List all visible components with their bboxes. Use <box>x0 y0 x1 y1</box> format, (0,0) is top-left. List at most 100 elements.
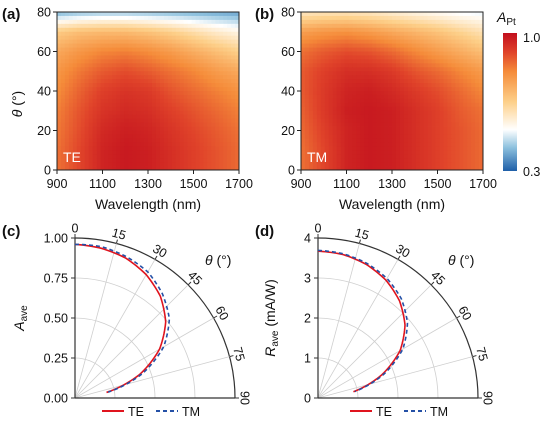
heatmap-cell <box>183 43 188 48</box>
heatmap-cell <box>92 51 97 56</box>
heatmap-cell <box>203 134 208 139</box>
heatmap-cell <box>140 138 145 143</box>
heatmap-cell <box>195 106 200 112</box>
heatmap-cell <box>415 47 421 52</box>
heatmap-cell <box>64 126 70 131</box>
heatmap-cell <box>431 134 436 139</box>
heatmap-cell <box>388 75 393 80</box>
heatmap-cell <box>64 110 70 116</box>
heatmap-cell <box>100 12 105 17</box>
heatmap-cell <box>388 122 393 127</box>
heatmap-cell <box>191 114 196 120</box>
heatmap-cell <box>395 162 401 167</box>
heatmap-cell <box>320 47 326 52</box>
heatmap-cell <box>231 19 236 25</box>
heatmap-cell <box>84 35 90 41</box>
heatmap-cell <box>368 162 373 167</box>
heatmap-cell <box>336 126 341 131</box>
heatmap-cell <box>463 130 468 135</box>
heatmap-cell <box>175 63 181 68</box>
heatmap-cell <box>455 67 460 72</box>
heatmap-cell <box>348 166 353 171</box>
heatmap-cell <box>407 138 413 143</box>
heatmap-cell <box>332 83 338 88</box>
heatmap-cell <box>372 67 377 72</box>
heatmap-cell <box>167 158 173 163</box>
heatmap-cell <box>116 91 121 96</box>
heatmap-cell <box>120 110 125 116</box>
heatmap-cell <box>348 67 353 72</box>
heatmap-cell <box>316 63 322 68</box>
heatmap-cell <box>471 67 476 72</box>
heatmap-cell <box>332 106 338 112</box>
heatmap-cell <box>328 146 334 151</box>
heatmap-cell <box>435 114 440 120</box>
heatmap-cell <box>195 94 200 100</box>
heatmap-cell <box>171 154 177 159</box>
heatmap-cell <box>395 98 401 104</box>
heatmap-cell <box>352 51 357 56</box>
heatmap-cell <box>447 102 452 108</box>
heatmap-cell <box>360 39 365 44</box>
heatmap-cell <box>195 138 200 143</box>
heatmap-cell <box>352 150 357 155</box>
heatmap-cell <box>475 75 480 80</box>
heatmap-cell <box>116 130 121 135</box>
heatmap-cell <box>411 142 417 147</box>
heatmap-cell <box>80 43 86 48</box>
heatmap-cell <box>88 146 94 151</box>
heatmap-cell <box>479 114 484 120</box>
heatmap-cell <box>171 158 177 163</box>
heatmap-cell <box>80 126 86 131</box>
heatmap-cell <box>312 118 318 123</box>
heatmap-cell <box>368 114 373 120</box>
heatmap-cell <box>60 27 66 33</box>
heatmap-cell <box>388 102 393 108</box>
heatmap-cell <box>179 150 185 155</box>
heatmap-cell <box>467 158 472 163</box>
heatmap-cell <box>68 91 74 96</box>
heatmap-cell <box>215 94 220 100</box>
heatmap-cell <box>392 91 397 96</box>
heatmap-cell <box>336 102 341 108</box>
heatmap-cell <box>195 23 200 29</box>
heatmap-cell <box>372 47 377 52</box>
heatmap-cell <box>431 55 436 60</box>
heatmap-cell <box>395 130 401 135</box>
heatmap-cell <box>151 59 157 64</box>
heatmap-cell <box>380 15 385 21</box>
heatmap-cell <box>443 106 448 112</box>
heatmap-cell <box>60 87 66 92</box>
heatmap-cell <box>419 87 425 92</box>
heatmap-cell <box>467 98 472 104</box>
heatmap-cell <box>415 122 421 127</box>
heatmap-cell <box>163 47 169 52</box>
heatmap-cell <box>88 162 94 167</box>
heatmap-cell <box>199 43 204 48</box>
heatmap-cell <box>328 12 334 17</box>
heatmap-cell <box>301 158 306 163</box>
heatmap-cell <box>304 98 310 104</box>
heatmap-cell <box>163 75 169 80</box>
heatmap-cell <box>395 150 401 155</box>
heatmap-cell <box>215 118 220 123</box>
heatmap-cell <box>116 106 121 112</box>
heatmap-cell <box>364 35 369 41</box>
heatmap-cell <box>207 130 212 135</box>
heatmap-cell <box>403 146 409 151</box>
heatmap-cell <box>388 146 393 151</box>
heatmap-cell <box>207 102 212 108</box>
heatmap-cell <box>455 106 460 112</box>
theta-tick-mark <box>397 255 401 260</box>
heatmap-cell <box>316 98 322 104</box>
heatmap-cell <box>431 122 436 127</box>
heatmap-te-inset-label: TE <box>63 149 81 165</box>
heatmap-cell <box>80 134 86 139</box>
heatmap-cell <box>336 71 341 76</box>
heatmap-cell <box>183 71 188 76</box>
heatmap-cell <box>80 130 86 135</box>
heatmap-cell <box>392 166 397 171</box>
heatmap-cell <box>199 15 204 21</box>
heatmap-cell <box>467 91 472 96</box>
heatmap-cell <box>92 12 97 17</box>
